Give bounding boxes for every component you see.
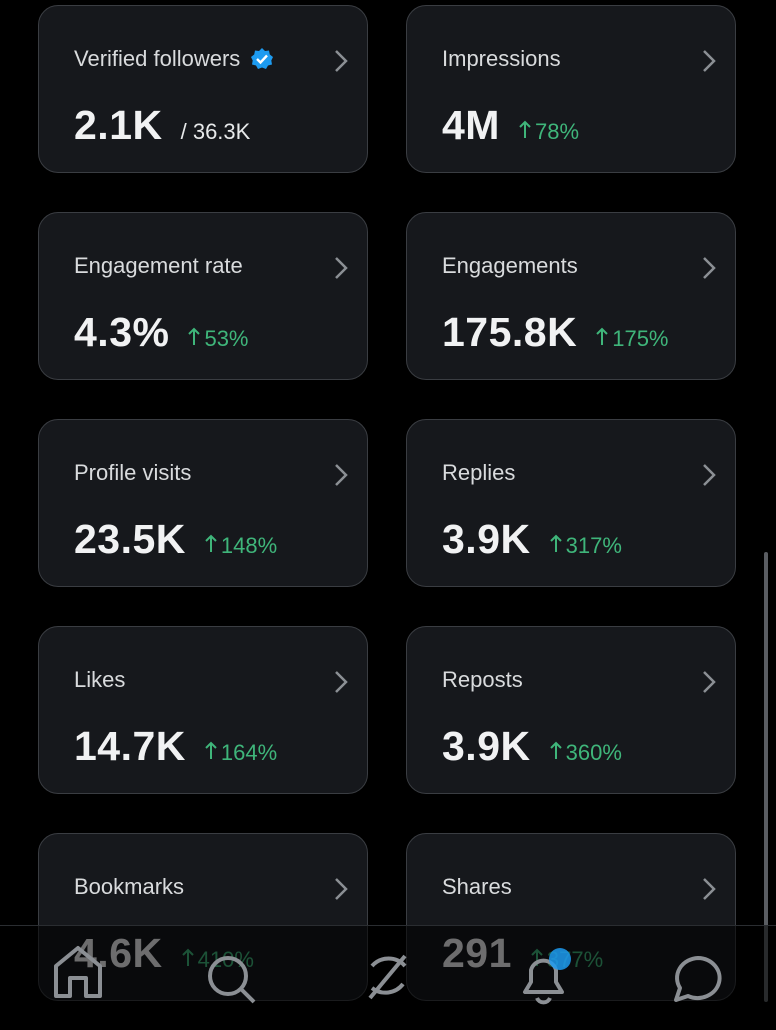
metric-label: Shares [442, 874, 512, 899]
metric-label: Likes [74, 667, 126, 692]
grok-icon[interactable] [368, 954, 407, 1000]
metric-value-row: 4.3% 53% [74, 309, 249, 356]
metric-label-row: Verified followers [74, 46, 274, 72]
metric-label: Verified followers [74, 46, 241, 71]
metric-change: 175% [595, 326, 669, 352]
metric-value: 2.1K [74, 102, 163, 148]
chevron [703, 878, 716, 900]
metric-card[interactable]: Engagement rate 4.3% 53% [38, 212, 368, 380]
metric-change: 164% [204, 740, 277, 766]
metric-value: 23.5K [74, 516, 186, 562]
change-percent: 360% [565, 740, 622, 765]
metric-value: 175.8K [442, 309, 578, 355]
metric-card[interactable]: Likes 14.7K 164% [38, 626, 368, 794]
metric-card[interactable]: Replies 3.9K 317% [406, 419, 736, 587]
metric-value: 4M [442, 102, 500, 148]
metric-value: 3.9K [442, 723, 531, 769]
notifications-icon[interactable] [523, 958, 564, 1005]
up-arrow [596, 327, 608, 345]
metric-total: / 36.3K [180, 119, 251, 144]
metric-label: Profile visits [74, 460, 192, 485]
home-icon[interactable] [54, 946, 102, 998]
chevron [335, 878, 348, 900]
metric-card[interactable]: Profile visits 23.5K 148% [38, 419, 368, 587]
chevron [335, 671, 348, 693]
metric-label-row: Engagement rate [74, 253, 243, 279]
metric-value: 4.3% [74, 309, 170, 355]
metric-label-row: Engagements [442, 253, 578, 279]
messages-icon[interactable] [674, 956, 722, 1002]
change-percent: 148% [220, 533, 278, 558]
chevron [335, 257, 348, 279]
nav-icons [54, 946, 722, 1005]
metric-card[interactable]: Reposts 3.9K 360% [406, 626, 736, 794]
chevron [703, 671, 716, 693]
metric-label-row: Likes [74, 667, 125, 693]
chevron [335, 464, 348, 486]
chevron [703, 464, 716, 486]
metric-value-row: 14.7K 164% [74, 723, 277, 770]
up-arrow [519, 120, 531, 138]
metric-change: 78% [518, 119, 579, 145]
up-arrow [549, 534, 562, 552]
metric-change: 360% [549, 740, 622, 766]
chevron [335, 50, 348, 72]
metric-label: Reposts [442, 667, 523, 692]
metric-card[interactable]: Engagements 175.8K 175% [406, 212, 736, 380]
up-arrow [205, 741, 217, 759]
metric-label-row: Profile visits [74, 460, 191, 486]
metric-label: Bookmarks [74, 874, 185, 899]
verified-badge [251, 48, 274, 69]
metric-label: Engagements [442, 253, 578, 278]
metric-value-row: 3.9K 317% [442, 516, 622, 563]
metric-value: 3.9K [442, 516, 531, 562]
metric-label: Impressions [442, 46, 561, 71]
up-arrow [188, 327, 201, 345]
metric-value: 14.7K [74, 723, 186, 769]
metric-value-row: 23.5K 148% [74, 516, 277, 563]
change-percent: 317% [565, 533, 622, 558]
metric-value-row: 3.9K 360% [442, 723, 622, 770]
change-percent: 175% [612, 326, 669, 351]
metric-label-row: Impressions [442, 46, 561, 72]
metric-card[interactable]: Verified followers 2.1K / 36.3K [38, 5, 368, 173]
metric-label-row: Shares [442, 874, 512, 900]
metric-label-row: Bookmarks [74, 874, 184, 900]
change-percent: 164% [220, 740, 278, 765]
bottom-nav [0, 925, 776, 1025]
metric-change: 148% [204, 533, 277, 559]
metric-value-row: 4M 78% [442, 102, 579, 149]
up-arrow [549, 741, 562, 759]
up-arrow [205, 534, 217, 552]
search-icon[interactable] [208, 956, 248, 996]
metric-value-row: 175.8K 175% [442, 309, 669, 356]
notification-dot [549, 948, 571, 970]
scrollbar [764, 552, 768, 1002]
chevron [703, 257, 716, 279]
metric-label: Engagement rate [74, 253, 243, 278]
metric-change: 53% [187, 326, 249, 352]
metric-card[interactable]: Impressions 4M 78% [406, 5, 736, 173]
chevron [703, 50, 716, 72]
metric-label: Replies [442, 460, 516, 485]
metric-value-row: 2.1K / 36.3K [74, 102, 250, 149]
change-percent: 53% [204, 326, 249, 351]
metric-label-row: Reposts [442, 667, 523, 693]
metric-change: 317% [549, 533, 622, 559]
metric-label-row: Replies [442, 460, 515, 486]
change-percent: 78% [534, 119, 580, 144]
